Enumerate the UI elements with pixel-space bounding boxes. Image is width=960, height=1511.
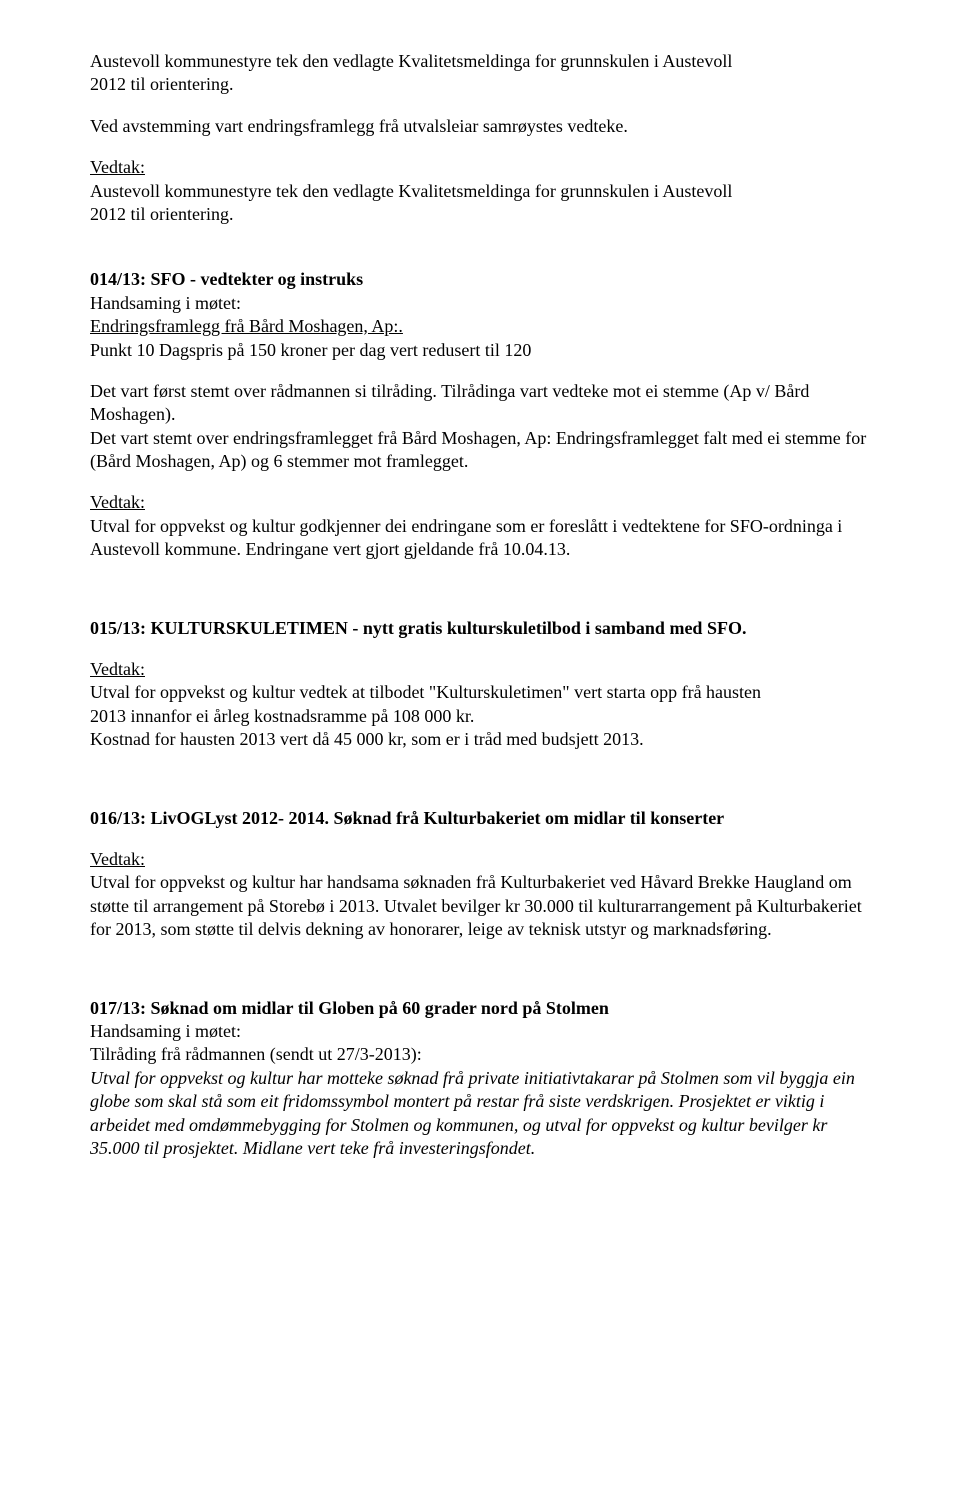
section-017: 017/13: Søknad om midlar til Globen på 6… bbox=[90, 997, 870, 1161]
section-016: 016/13: LivOGLyst 2012- 2014. Søknad frå… bbox=[90, 807, 870, 942]
vedtak-label: Vedtak: bbox=[90, 157, 145, 177]
text-line: 2013 innanfor ei årleg kostnadsramme på … bbox=[90, 706, 474, 726]
document-page: Austevoll kommunestyre tek den vedlagte … bbox=[0, 0, 960, 1511]
section-015: 015/13: KULTURSKULETIMEN - nytt gratis k… bbox=[90, 617, 870, 752]
text-line: Kostnad for hausten 2013 vert då 45 000 … bbox=[90, 729, 644, 749]
handsaming-label: Handsaming i møtet: bbox=[90, 1020, 870, 1043]
section-heading: 016/13: LivOGLyst 2012- 2014. Søknad frå… bbox=[90, 807, 870, 830]
vedtak-label: Vedtak: bbox=[90, 659, 145, 679]
vedtak-label: Vedtak: bbox=[90, 492, 145, 512]
intro-paragraph: Austevoll kommunestyre tek den vedlagte … bbox=[90, 50, 870, 97]
text-line: 2012 til orientering. bbox=[90, 204, 233, 224]
endringsframlegg-label: Endringsframlegg frå Bård Moshagen, Ap:. bbox=[90, 315, 870, 338]
vedtak-block: Vedtak: Utval for oppvekst og kultur god… bbox=[90, 491, 870, 561]
vedtak-label: Vedtak: bbox=[90, 849, 145, 869]
text-line: Utval for oppvekst og kultur vedtek at t… bbox=[90, 682, 761, 702]
body-paragraph: Det vart først stemt over rådmannen si t… bbox=[90, 380, 870, 474]
vedtak-block: Vedtak: Utval for oppvekst og kultur ved… bbox=[90, 658, 870, 752]
section-014: 014/13: SFO - vedtekter og instruks Hand… bbox=[90, 268, 870, 561]
section-heading: 015/13: KULTURSKULETIMEN - nytt gratis k… bbox=[90, 617, 870, 640]
vedtak-block: Vedtak: Austevoll kommunestyre tek den v… bbox=[90, 156, 870, 226]
text-line: Det vart stemt over endringsframlegget f… bbox=[90, 428, 866, 471]
text-line: Utval for oppvekst og kultur godkjenner … bbox=[90, 516, 842, 559]
text-line: Austevoll kommunestyre tek den vedlagte … bbox=[90, 51, 732, 71]
section-heading: 017/13: Søknad om midlar til Globen på 6… bbox=[90, 997, 870, 1020]
section-heading: 014/13: SFO - vedtekter og instruks bbox=[90, 268, 870, 291]
text-line: Det vart først stemt over rådmannen si t… bbox=[90, 381, 809, 424]
voting-paragraph: Ved avstemming vart endringsframlegg frå… bbox=[90, 115, 870, 138]
text-line: Punkt 10 Dagspris på 150 kroner per dag … bbox=[90, 339, 870, 362]
italic-paragraph: Utval for oppvekst og kultur har motteke… bbox=[90, 1067, 870, 1161]
text-line: Utval for oppvekst og kultur har handsam… bbox=[90, 872, 862, 939]
tilrading-label: Tilråding frå rådmannen (sendt ut 27/3-2… bbox=[90, 1043, 870, 1066]
text-line: Austevoll kommunestyre tek den vedlagte … bbox=[90, 181, 732, 201]
text-line: 2012 til orientering. bbox=[90, 74, 233, 94]
handsaming-label: Handsaming i møtet: bbox=[90, 292, 870, 315]
vedtak-block: Vedtak: Utval for oppvekst og kultur har… bbox=[90, 848, 870, 942]
